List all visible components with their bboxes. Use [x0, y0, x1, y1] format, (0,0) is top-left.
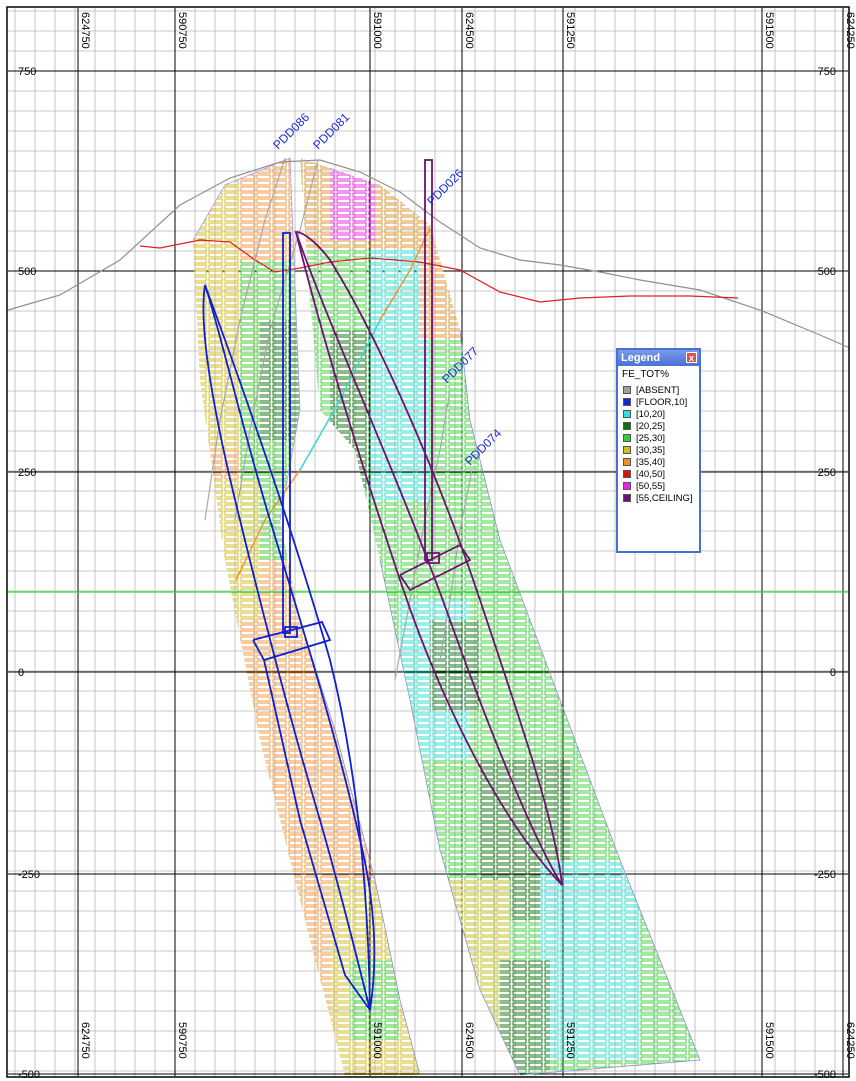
- legend-item-label: [40,50]: [636, 468, 666, 480]
- grid-tick-label: 591250: [564, 1022, 576, 1059]
- legend-swatch: [623, 470, 631, 478]
- legend-item: [20,25]: [618, 420, 699, 432]
- legend-swatch: [623, 446, 631, 454]
- grid-tick-label: 750: [18, 66, 36, 78]
- grid-tick-label: 624250: [844, 12, 856, 49]
- grid-tick-label: 624500: [463, 12, 475, 49]
- grid-tick-label: -500: [18, 1069, 40, 1081]
- grid-labels: 624750 624750 590750 590750 591000 591000 6245…: [18, 12, 856, 1081]
- close-icon[interactable]: x: [686, 352, 697, 363]
- legend-item-label: [ABSENT]: [636, 384, 680, 396]
- grid-tick-label: 624750: [79, 1022, 91, 1059]
- legend-item-label: [55,CEILING]: [636, 492, 693, 504]
- grid-tick-label: -250: [18, 869, 40, 881]
- legend-item: [ABSENT]: [618, 384, 699, 396]
- legend-item: [10,20]: [618, 408, 699, 420]
- topography-line: [7, 159, 851, 349]
- grid-tick-label: 0: [830, 667, 836, 679]
- legend-swatch: [623, 494, 631, 502]
- legend-item-label: [20,25]: [636, 420, 666, 432]
- legend-swatch: [623, 398, 631, 406]
- grid-tick-label: 590750: [176, 1022, 188, 1059]
- grid-tick-label: 500: [818, 266, 836, 278]
- legend-items: [ABSENT] [FLOOR,10] [10,20] [20,25] [25,30][…: [618, 384, 699, 504]
- grid-tick-label: 591250: [564, 12, 576, 49]
- legend-item: [FLOOR,10]: [618, 396, 699, 408]
- grid-tick-label: -500: [814, 1069, 836, 1081]
- legend-item-label: [25,30]: [636, 432, 666, 444]
- grid-tick-label: 624750: [79, 12, 91, 49]
- grid-tick-label: 590750: [176, 12, 188, 49]
- legend-item-label: [50,55]: [636, 480, 666, 492]
- legend-item-label: [35,40]: [636, 456, 666, 468]
- legend-swatch: [623, 458, 631, 466]
- grid-tick-label: 250: [818, 467, 836, 479]
- legend-item-label: [FLOOR,10]: [636, 396, 688, 408]
- viewport-frame: [6, 6, 850, 1078]
- legend-item: [30,35]: [618, 444, 699, 456]
- legend-titlebar[interactable]: Legend x: [618, 350, 699, 366]
- legend-item: [50,55]: [618, 480, 699, 492]
- grid-tick-label: -250: [814, 869, 836, 881]
- legend-item: [55,CEILING]: [618, 492, 699, 504]
- legend-item: [35,40]: [618, 456, 699, 468]
- grid-tick-label: 624500: [463, 1022, 475, 1059]
- left-ore-shell: [202, 232, 376, 1011]
- grid-tick-label: 591500: [763, 1022, 775, 1059]
- grid-tick-label: 591500: [763, 12, 775, 49]
- legend-swatch: [623, 410, 631, 418]
- grid-tick-label: 500: [18, 266, 36, 278]
- legend-window[interactable]: Legend x FE_TOT% [ABSENT] [FLOOR,10] [10,2…: [616, 348, 701, 553]
- grid-tick-label: 750: [818, 66, 836, 78]
- legend-item: [25,30]: [618, 432, 699, 444]
- grid-tick-label: 624250: [844, 1022, 856, 1059]
- legend-item: [40,50]: [618, 468, 699, 480]
- legend-swatch: [623, 422, 631, 430]
- legend-swatch: [623, 386, 631, 394]
- legend-swatch: [623, 482, 631, 490]
- grid-tick-label: 591000: [371, 12, 383, 49]
- legend-item-label: [30,35]: [636, 444, 666, 456]
- legend-swatch: [623, 434, 631, 442]
- legend-title: Legend: [621, 352, 661, 364]
- drillhole-traces: [204, 157, 473, 681]
- grid-tick-label: 250: [18, 467, 36, 479]
- grid-tick-label: 591000: [371, 1022, 383, 1059]
- right-ore-shell: [294, 159, 563, 886]
- legend-field-name: FE_TOT%: [622, 369, 670, 380]
- grid-tick-label: 0: [18, 667, 24, 679]
- legend-item-label: [10,20]: [636, 408, 666, 420]
- weathering-line: [139, 239, 739, 303]
